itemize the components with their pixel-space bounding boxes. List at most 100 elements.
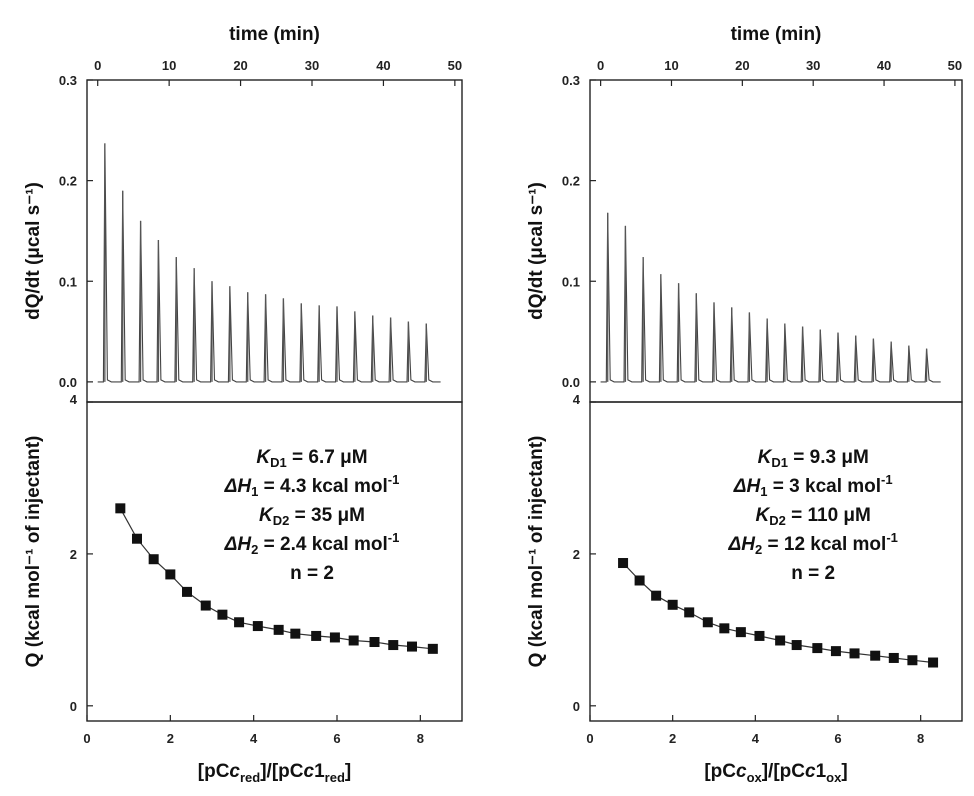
ratio-tick-label: 8	[417, 731, 424, 746]
thermogram-trace	[97, 143, 441, 383]
ratio-tick-label: 0	[83, 731, 90, 746]
q-tick-label: 4	[70, 392, 78, 407]
ratio-tick-label: 6	[333, 731, 340, 746]
ratio-tick-label: 6	[834, 731, 841, 746]
fit-parameter-2: ΔH1 = 4.3 kcal mol-1	[224, 472, 400, 499]
q-axis-title: Q (kcal mol⁻¹ of injectant)	[526, 436, 547, 668]
isotherm-point	[290, 628, 301, 639]
fit-parameter-5: n = 2	[791, 563, 835, 584]
time-axis-title: time (min)	[731, 24, 822, 45]
isotherm-point	[907, 655, 918, 666]
isotherm-point	[849, 648, 860, 659]
isotherm-point	[407, 641, 417, 652]
isotherm-point	[200, 600, 211, 611]
fit-parameter-3: KD2 = 35 μM	[259, 505, 365, 528]
isotherm-point	[234, 617, 245, 628]
fit-parameter-2: ΔH1 = 3 kcal mol-1	[733, 472, 893, 499]
isotherm-point	[329, 632, 340, 643]
isotherm-point	[311, 630, 322, 641]
isotherm-point	[775, 635, 786, 646]
time-tick-label: 30	[806, 58, 820, 73]
time-tick-label: 20	[735, 58, 749, 73]
isotherm-point	[165, 569, 176, 580]
ratio-tick-label: 8	[917, 731, 924, 746]
isotherm-point	[928, 657, 939, 668]
isotherm-point	[115, 503, 126, 514]
time-tick-label: 0	[597, 58, 604, 73]
time-tick-label: 40	[877, 58, 891, 73]
time-tick-label: 10	[162, 58, 176, 73]
q-tick-label: 0	[70, 699, 77, 714]
isotherm-point	[388, 640, 399, 651]
dqdt-axis-title: dQ/dt (μcal s⁻¹)	[526, 182, 547, 320]
dqdt-tick-label: 0.3	[59, 73, 77, 88]
thermogram-frame	[86, 79, 463, 403]
ratio-tick-label: 2	[167, 731, 174, 746]
isotherm-point	[634, 575, 645, 586]
isotherm-point	[791, 640, 802, 651]
thermogram-frame	[589, 79, 963, 403]
time-tick-label: 10	[664, 58, 678, 73]
dqdt-tick-label: 0.1	[562, 274, 580, 289]
isotherm-point	[252, 621, 263, 632]
ratio-axis-title: [pCcred]/[pCc1red]	[198, 761, 351, 785]
isotherm-frame	[589, 401, 963, 722]
ratio-tick-label: 4	[250, 731, 258, 746]
isotherm-point	[888, 652, 899, 663]
isotherm-point	[618, 558, 629, 569]
isotherm-point	[369, 637, 380, 648]
dqdt-tick-label: 0.0	[562, 375, 580, 390]
isotherm-point	[735, 627, 746, 638]
fit-parameter-1: KD1 = 9.3 μM	[758, 447, 869, 470]
fit-parameter-1: KD1 = 6.7 μM	[256, 447, 367, 470]
time-tick-label: 20	[233, 58, 247, 73]
isotherm-point	[148, 554, 159, 565]
isotherm-point	[132, 533, 142, 544]
fit-curve	[622, 562, 934, 664]
isotherm-point	[719, 623, 730, 634]
ratio-tick-label: 0	[586, 731, 593, 746]
time-tick-label: 50	[448, 58, 462, 73]
dqdt-tick-label: 0.2	[59, 174, 77, 189]
fit-parameter-5: n = 2	[290, 563, 334, 584]
q-axis-title: Q (kcal mol⁻¹ of injectant)	[23, 436, 44, 668]
dqdt-tick-label: 0.2	[562, 174, 580, 189]
time-tick-label: 50	[948, 58, 962, 73]
isotherm-point	[830, 646, 841, 657]
isotherm-frame	[86, 401, 463, 722]
isotherm-point	[427, 643, 438, 654]
ratio-axis-title: [pCcox]/[pCc1ox]	[704, 761, 847, 785]
dqdt-tick-label: 0.0	[59, 375, 77, 390]
dqdt-axis-title: dQ/dt (μcal s⁻¹)	[23, 182, 44, 320]
isotherm-point	[812, 643, 823, 654]
time-axis-title: time (min)	[229, 24, 320, 45]
isotherm-point	[702, 617, 713, 628]
isotherm-point	[182, 586, 192, 597]
isotherm-point	[651, 590, 662, 601]
thermogram-trace	[600, 212, 941, 383]
q-tick-label: 2	[573, 547, 580, 562]
isotherm-point	[684, 607, 695, 618]
q-tick-label: 2	[70, 547, 77, 562]
isotherm-point	[870, 650, 881, 661]
isotherm-point	[754, 630, 765, 641]
isotherm-point	[348, 635, 359, 646]
time-tick-label: 40	[376, 58, 390, 73]
fit-parameter-3: KD2 = 110 μM	[755, 505, 870, 528]
q-tick-label: 0	[573, 699, 580, 714]
q-tick-label: 4	[573, 392, 581, 407]
isotherm-point	[217, 609, 228, 620]
isotherm-point	[273, 624, 284, 635]
fit-parameter-4: ΔH2 = 2.4 kcal mol-1	[224, 530, 400, 557]
time-tick-label: 0	[94, 58, 101, 73]
isotherm-point	[667, 599, 678, 610]
fit-parameter-4: ΔH2 = 12 kcal mol-1	[728, 530, 898, 557]
ratio-tick-label: 4	[752, 731, 760, 746]
time-tick-label: 30	[305, 58, 319, 73]
ratio-tick-label: 2	[669, 731, 676, 746]
dqdt-tick-label: 0.1	[59, 274, 77, 289]
dqdt-tick-label: 0.3	[562, 73, 580, 88]
